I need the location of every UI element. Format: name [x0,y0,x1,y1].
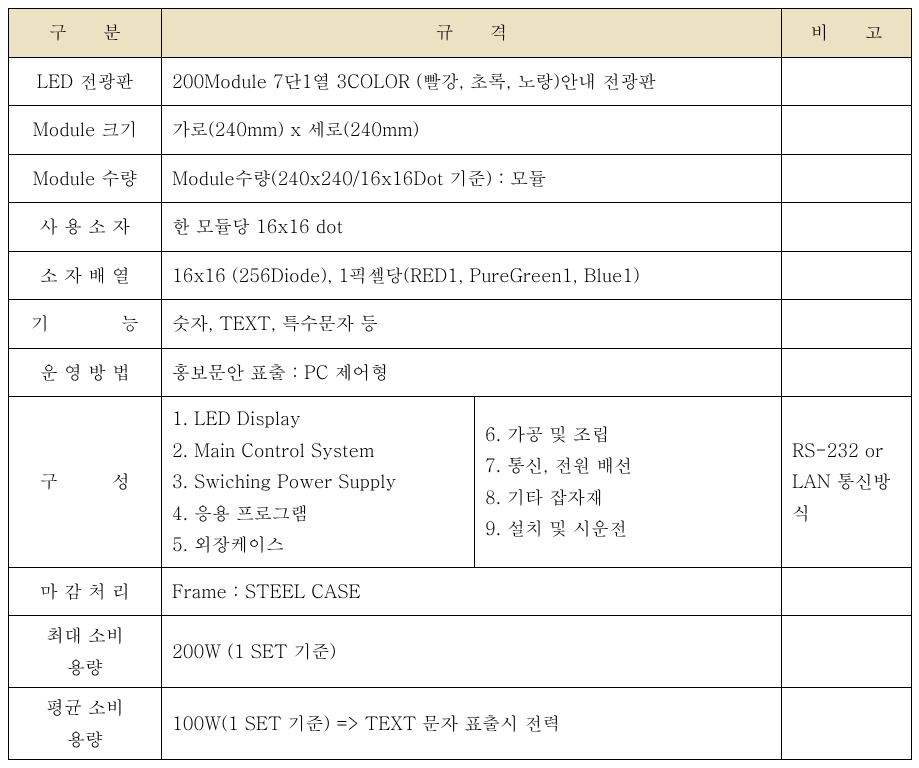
composition-item: 2. Main Control System [172,435,464,467]
table-row: 소 자 배 열 16x16 (256Diode), 1픽셀당(RED1, Pur… [9,251,912,300]
row-module-size-label: Module 크기 [9,106,162,155]
row-composition-spec-b: 6. 가공 및 조립 7. 통신, 전원 배선 8. 기타 잡자재 9. 설치 … [475,397,782,568]
row-element-spec: 한 모듈당 16x16 dot [162,203,782,252]
spec-table: 구 분 규 격 비 고 LED 전광판 200Module 7단1열 3COLO… [8,8,912,760]
row-operation-remark [782,348,912,397]
composition-item: 7. 통신, 전원 배선 [485,450,771,482]
table-row: 사 용 소 자 한 모듈당 16x16 dot [9,203,912,252]
header-category-label: 구 분 [49,17,121,49]
row-avg-power-remark [782,688,912,760]
row-arrangement-spec: 16x16 (256Diode), 1픽셀당(RED1, PureGreen1,… [162,251,782,300]
header-category: 구 분 [9,9,162,58]
row-max-power-label: 최대 소비 용량 [9,616,162,688]
row-module-size-spec: 가로(240mm) x 세로(240mm) [162,106,782,155]
row-composition-spec-a: 1. LED Display 2. Main Control System 3.… [162,397,475,568]
row-max-power-remark [782,616,912,688]
table-row: 마 감 처 리 Frame : STEEL CASE [9,567,912,616]
composition-item: 4. 응용 프로그램 [172,498,464,530]
row-finish-remark [782,567,912,616]
header-remark-label: 비 고 [811,17,883,49]
row-led-panel-remark [782,57,912,106]
row-element-remark [782,203,912,252]
composition-item: 5. 외장케이스 [172,529,464,561]
row-led-panel-spec: 200Module 7단1열 3COLOR (빨강, 초록, 노랑)안내 전광판 [162,57,782,106]
avg-power-label-line2: 용량 [19,724,151,756]
max-power-label-line1: 최대 소비 [19,620,151,652]
header-remark: 비 고 [782,9,912,58]
composition-item: 6. 가공 및 조립 [485,419,771,451]
row-operation-spec: 홍보문안 표출 : PC 제어형 [162,348,782,397]
row-finish-spec: Frame : STEEL CASE [162,567,782,616]
table-row: 운 영 방 법 홍보문안 표출 : PC 제어형 [9,348,912,397]
row-avg-power-label: 평균 소비 용량 [9,688,162,760]
table-row: 구 성 1. LED Display 2. Main Control Syste… [9,397,912,568]
table-row: Module 수량 Module수량(240x240/16x16Dot 기준) … [9,154,912,203]
table-row: 평균 소비 용량 100W(1 SET 기준) => TEXT 문자 표출시 전… [9,688,912,760]
table-row: 최대 소비 용량 200W (1 SET 기준) [9,616,912,688]
row-module-qty-remark [782,154,912,203]
composition-item: 8. 기타 잡자재 [485,482,771,514]
row-module-qty-spec: Module수량(240x240/16x16Dot 기준) : 모듈 [162,154,782,203]
header-spec-label: 규 격 [436,17,508,49]
row-led-panel-label: LED 전광판 [9,57,162,106]
avg-power-label-line1: 평균 소비 [19,692,151,724]
table-header-row: 구 분 규 격 비 고 [9,9,912,58]
table-row: LED 전광판 200Module 7단1열 3COLOR (빨강, 초록, 노… [9,57,912,106]
row-avg-power-spec: 100W(1 SET 기준) => TEXT 문자 표출시 전력 [162,688,782,760]
composition-item: 9. 설치 및 시운전 [485,513,771,545]
row-module-qty-label: Module 수량 [9,154,162,203]
row-function-remark [782,300,912,349]
row-max-power-spec: 200W (1 SET 기준) [162,616,782,688]
row-composition-remark: RS-232 or LAN 통신방식 [782,397,912,568]
header-spec: 규 격 [162,9,782,58]
row-function-spec: 숫자, TEXT, 특수문자 등 [162,300,782,349]
row-finish-label: 마 감 처 리 [9,567,162,616]
composition-item: 3. Swiching Power Supply [172,466,464,498]
max-power-label-line2: 용량 [19,652,151,684]
row-element-label: 사 용 소 자 [9,203,162,252]
table-row: Module 크기 가로(240mm) x 세로(240mm) [9,106,912,155]
row-arrangement-remark [782,251,912,300]
row-module-size-remark [782,106,912,155]
row-function-label: 기 능 [9,300,162,349]
row-arrangement-label: 소 자 배 열 [9,251,162,300]
table-row: 기 능 숫자, TEXT, 특수문자 등 [9,300,912,349]
row-operation-label: 운 영 방 법 [9,348,162,397]
row-composition-label: 구 성 [9,397,162,568]
composition-item: 1. LED Display [172,403,464,435]
